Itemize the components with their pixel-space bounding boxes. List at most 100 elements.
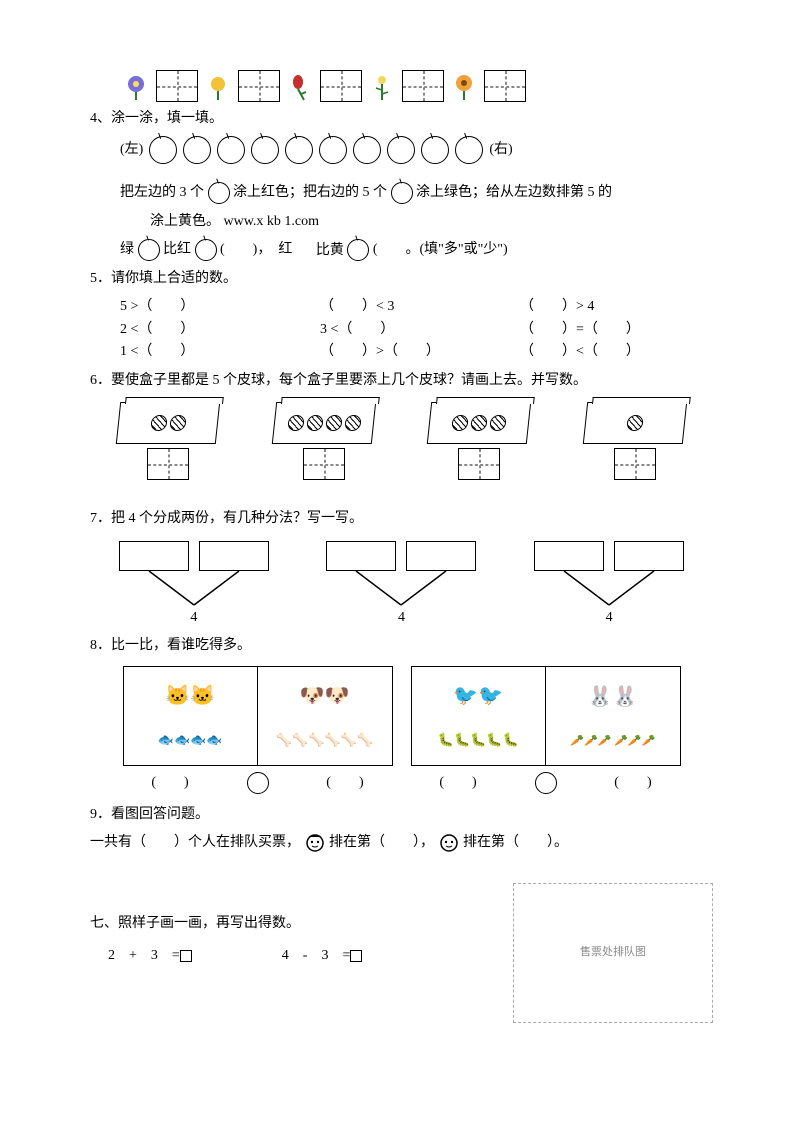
text: ( 。(填"多"或"少"): [373, 243, 508, 258]
split-bottom-label: 4: [104, 607, 284, 629]
write-grid-box[interactable]: [238, 70, 280, 102]
q8-panels: 🐱🐱🐟🐟🐟🐟 🐶🐶🦴🦴🦴🦴🦴🦴 🐦🐦🐛🐛🐛🐛🐛 🐰🐰 🥕🥕🥕 🥕🥕🥕: [90, 666, 713, 766]
split-box[interactable]: [326, 541, 396, 571]
v-lines: [104, 571, 284, 607]
apple-circle[interactable]: [387, 136, 415, 164]
fill-blank[interactable]: （ ）=（ ）: [520, 319, 670, 341]
animal-icon: 🐶🐶: [300, 680, 350, 712]
fill-paren[interactable]: ( ): [151, 772, 188, 794]
write-grid-box[interactable]: [303, 448, 345, 480]
fill-blank[interactable]: 5 >（ ）: [120, 296, 270, 318]
fill-blank[interactable]: （ ）<（ ）: [520, 341, 670, 363]
left-label: (左): [120, 139, 143, 161]
write-grid-box[interactable]: [320, 70, 362, 102]
compare-half: 🐰🐰 🥕🥕🥕 🥕🥕🥕: [546, 667, 680, 765]
v-lines: [311, 571, 491, 607]
apple-circle[interactable]: [285, 136, 313, 164]
compare-half: 🐦🐦🐛🐛🐛🐛🐛: [412, 667, 547, 765]
write-grid-box[interactable]: [147, 448, 189, 480]
text: 涂上黄色。: [150, 214, 220, 229]
apple-circle[interactable]: [251, 136, 279, 164]
write-grid-box[interactable]: [156, 70, 198, 102]
text: ( )， 红: [220, 243, 292, 258]
eq-text: 2 + 3 =: [108, 948, 180, 963]
eq-text: 4 - 3 =: [282, 948, 351, 963]
fill-blank[interactable]: （ ）>（ ）: [320, 341, 470, 363]
animal-icon: 🐱🐱: [165, 680, 215, 712]
split-box[interactable]: [199, 541, 269, 571]
apple-circle[interactable]: [455, 136, 483, 164]
write-grid-box[interactable]: [458, 448, 500, 480]
apple-circle[interactable]: [319, 136, 347, 164]
text: 排在第（ ），: [329, 836, 434, 851]
text: 一共有（ ）个人在排队买票，: [90, 836, 300, 851]
compare-panel: 🐱🐱🐟🐟🐟🐟 🐶🐶🦴🦴🦴🦴🦴🦴: [123, 666, 393, 766]
text: 把左边的 3 个: [120, 186, 204, 201]
equation: 2 + 3 =: [108, 945, 192, 967]
apple-circle[interactable]: [149, 136, 177, 164]
text: 比红: [163, 243, 191, 258]
q5-row1: 5 >（ ） （ ）< 3 （ ）> 4: [90, 296, 713, 318]
paren-group: ( ) ( ): [411, 772, 681, 794]
animal-icon: 🐰🐰: [588, 681, 638, 713]
compare-circle[interactable]: [247, 772, 269, 794]
paren-group: ( ) ( ): [123, 772, 393, 794]
compare-circle[interactable]: [535, 772, 557, 794]
equation-row: 2 + 3 = 4 - 3 =: [90, 945, 503, 967]
animal-icon: 🐦🐦: [453, 680, 503, 712]
split-box[interactable]: [534, 541, 604, 571]
apple-circle[interactable]: [421, 136, 449, 164]
split-group: 4: [519, 541, 699, 629]
v-lines: [519, 571, 699, 607]
fill-paren[interactable]: ( ): [614, 772, 651, 794]
split-group: 4: [311, 541, 491, 629]
text: 涂上绿色；给从左边数排第 5 的: [416, 186, 612, 201]
text: 排在第（ ）。: [463, 836, 568, 851]
q5-row3: 1 <（ ） （ ）>（ ） （ ）<（ ）: [90, 341, 713, 363]
food-icon: 🥕🥕🥕 🥕🥕🥕: [570, 733, 655, 751]
compare-half: 🐱🐱🐟🐟🐟🐟: [124, 667, 259, 765]
q4-line3: 绿 比红 ( )， 红 比黄 ( 。(填"多"或"少"): [90, 239, 713, 262]
fill-blank[interactable]: 1 <（ ）: [120, 341, 270, 363]
apple-circle[interactable]: [183, 136, 211, 164]
write-grid-box[interactable]: [402, 70, 444, 102]
split-group: 4: [104, 541, 284, 629]
ball-box[interactable]: [583, 402, 687, 444]
fill-blank[interactable]: （ ）> 4: [520, 296, 670, 318]
ball-box[interactable]: [116, 402, 220, 444]
ball-box-group: [585, 402, 685, 488]
q8-title: 8．比一比，看谁吃得多。: [90, 635, 713, 657]
fill-paren[interactable]: ( ): [439, 772, 476, 794]
inline-circle-icon: [391, 182, 413, 204]
split-box[interactable]: [614, 541, 684, 571]
answer-box[interactable]: [180, 950, 192, 962]
url-text: www.x kb 1.com: [224, 214, 320, 229]
apple-circle[interactable]: [353, 136, 381, 164]
q5-title: 5．请你填上合适的数。: [90, 268, 713, 290]
ball-box[interactable]: [271, 402, 375, 444]
child-head-icon: [304, 832, 326, 854]
fill-blank[interactable]: 3 <（ ）: [320, 319, 470, 341]
ball-box[interactable]: [427, 402, 531, 444]
apple-circle[interactable]: [217, 136, 245, 164]
write-grid-box[interactable]: [614, 448, 656, 480]
q7-title: 7．把 4 个分成两份，有几种分法？写一写。: [90, 508, 713, 530]
answer-box[interactable]: [350, 950, 362, 962]
fill-blank[interactable]: 2 <（ ）: [120, 319, 270, 341]
fill-paren[interactable]: ( ): [326, 772, 363, 794]
q5-row2: 2 <（ ） 3 <（ ） （ ）=（ ）: [90, 319, 713, 341]
split-box[interactable]: [119, 541, 189, 571]
flower-icon: [366, 70, 398, 102]
inline-circle-icon: [208, 182, 230, 204]
flower-icon: [120, 70, 152, 102]
q9-line: 一共有（ ）个人在排队买票， 排在第（ ）， 排在第（ ）。: [90, 832, 713, 855]
section-seven: 售票处排队图 七、照样子画一画，再写出得数。 2 + 3 = 4 - 3 =: [90, 883, 713, 1023]
split-box[interactable]: [406, 541, 476, 571]
inline-circle-icon: [195, 239, 217, 261]
write-grid-box[interactable]: [484, 70, 526, 102]
flower-icon: [284, 70, 316, 102]
fill-blank[interactable]: （ ）< 3: [320, 296, 470, 318]
queue-scene-image: 售票处排队图: [513, 883, 713, 1023]
q4-circles-row: (左) (右): [90, 136, 713, 164]
flower-icon: [448, 70, 480, 102]
